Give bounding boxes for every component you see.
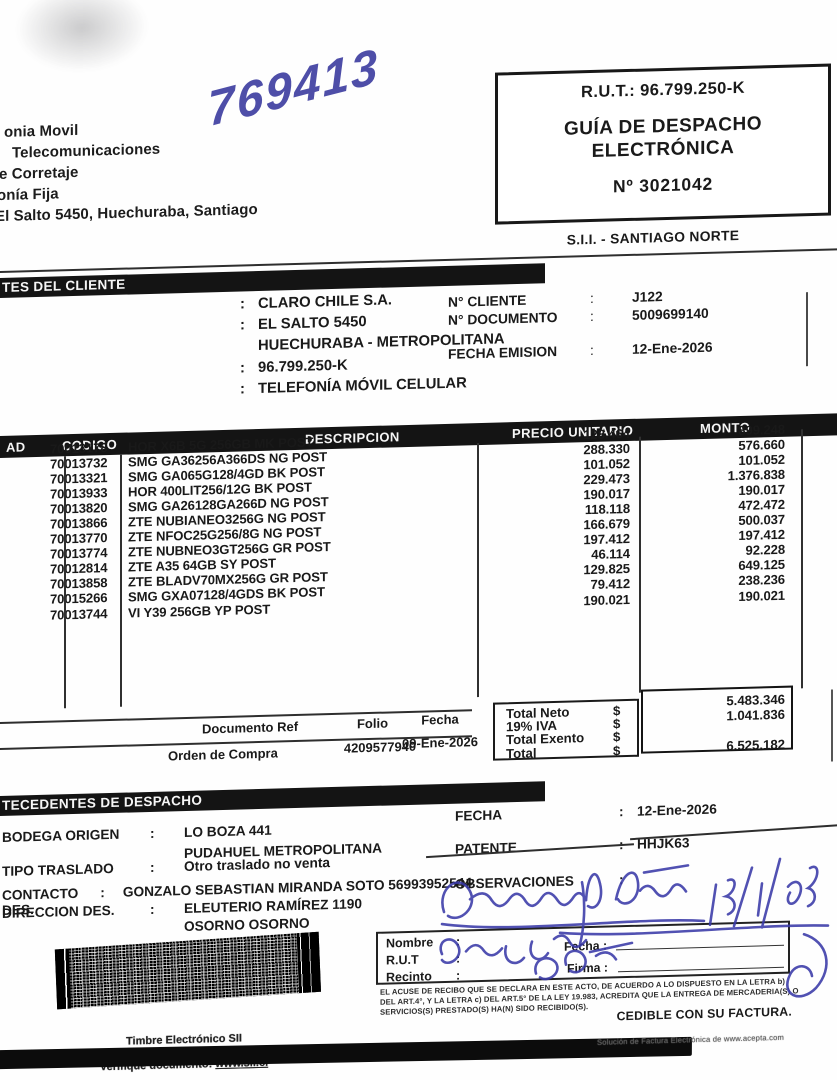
total-label: Total	[506, 745, 537, 761]
field-value: LO BOZA 441	[184, 822, 272, 841]
field-label	[2, 920, 150, 939]
field-value: OSORNO OSORNO	[184, 915, 310, 935]
document-type-title: GUÍA DE DESPACHO ELECTRÓNICA	[563, 113, 763, 162]
separator: :	[240, 296, 245, 313]
separator: :	[240, 381, 245, 398]
document-number: Nº 3021042	[612, 173, 714, 197]
dispatch-field-row: FECHA:12-Ene-2026	[455, 798, 835, 824]
field-value: Otro traslado no venta	[184, 855, 331, 875]
total-value: 6.525.182	[726, 736, 785, 754]
table-column-line	[120, 454, 122, 707]
currency-symbol: $	[613, 742, 621, 759]
item-qty: 2	[0, 573, 40, 590]
field-label: BODEGA ORIGEN	[2, 826, 120, 845]
total-label-row: Total $	[495, 742, 637, 761]
client-value: 96.799.250-K	[258, 357, 348, 376]
item-qty	[0, 528, 40, 545]
item-qty	[0, 453, 40, 470]
docref-header: Documento Ref	[201, 718, 299, 737]
barcode-start-pattern	[54, 948, 72, 1010]
item-qty	[0, 483, 40, 500]
item-qty: 1	[0, 618, 40, 635]
rut-value: R.U.T.: 96.799.250-K	[581, 78, 745, 102]
item-qty	[0, 543, 40, 560]
client-value: CLARO CHILE S.A.	[258, 292, 392, 313]
folio-header: Folio	[356, 715, 389, 732]
pdf417-barcode	[54, 931, 321, 1010]
client-value: TELEFONÍA MÓVIL CELULAR	[258, 375, 467, 397]
item-qty	[0, 558, 40, 575]
separator: :	[590, 308, 594, 325]
scan-smudge	[16, 0, 148, 74]
table-column-line	[477, 443, 479, 698]
field-value: 12-Ene-2026	[632, 339, 713, 357]
field-label: TIPO TRASLADO	[2, 860, 114, 879]
handwritten-folio-number: 769413	[206, 38, 381, 138]
separator	[232, 336, 258, 358]
field-value: 5009699140	[632, 305, 709, 323]
separator: :	[240, 317, 245, 334]
dispatch-details: BODEGA ORIGEN: LO BOZA 441 PUDAHUEL METROP…	[2, 817, 472, 934]
rut-stamp-box: R.U.T.: 96.799.250-K GUÍA DE DESPACHO EL…	[495, 63, 831, 225]
item-qty	[0, 513, 40, 530]
item-code: 70013744	[50, 605, 108, 623]
separator: :	[150, 825, 155, 841]
field-value: J122	[632, 289, 663, 305]
table-column-line	[639, 436, 641, 693]
field-label: FECHA EMISION	[448, 343, 558, 362]
field-label: FECHA	[455, 807, 503, 824]
separator: :	[150, 901, 155, 917]
field-label: N° DOCUMENTO	[448, 309, 558, 328]
item-unit-price: 190.021	[583, 591, 630, 608]
fecha-header: Fecha	[421, 711, 459, 728]
totals-labels-box: Total Neto $19% IVA $ Total Exento $ Total $	[493, 698, 639, 761]
item-qty	[0, 468, 40, 485]
divider	[806, 292, 808, 367]
separator: :	[150, 859, 155, 875]
sii-office: S.I.I. - SANTIAGO NORTE	[566, 227, 740, 248]
item-qty: 3	[0, 603, 40, 620]
separator: :	[240, 359, 245, 377]
separator	[150, 919, 184, 935]
barcode-stop-pattern	[296, 931, 321, 994]
item-qty	[0, 498, 40, 515]
divider	[831, 689, 833, 762]
currency-symbol: $	[613, 729, 621, 745]
item-qty: 5	[0, 588, 40, 605]
table-column-line	[801, 429, 803, 689]
totals-values-box: 5.483.346 1.041.836 6.525.182	[641, 685, 793, 754]
fecha-value: 09-Ene-2026	[402, 734, 478, 752]
client-value: EL SALTO 5450	[258, 314, 367, 334]
separator: :	[590, 290, 594, 307]
provider-footer-note: Solución de Factura Electrónica de www.a…	[597, 1032, 785, 1047]
field-label: N° CLIENTE	[448, 292, 527, 310]
table-column-line	[64, 456, 66, 709]
docref-value: Orden de Compra	[168, 745, 278, 764]
items-table-body: 70013178 HOR X6B 5G 256GB MK POST 128.464 8…	[0, 422, 790, 624]
field-value: 12-Ene-2026	[637, 801, 717, 819]
handwritten-signature	[439, 857, 830, 998]
field-label: DIRECCION DES.	[2, 902, 115, 921]
separator: :	[590, 342, 594, 359]
separator: :	[619, 804, 624, 820]
item-amount: 190.021	[738, 587, 785, 604]
